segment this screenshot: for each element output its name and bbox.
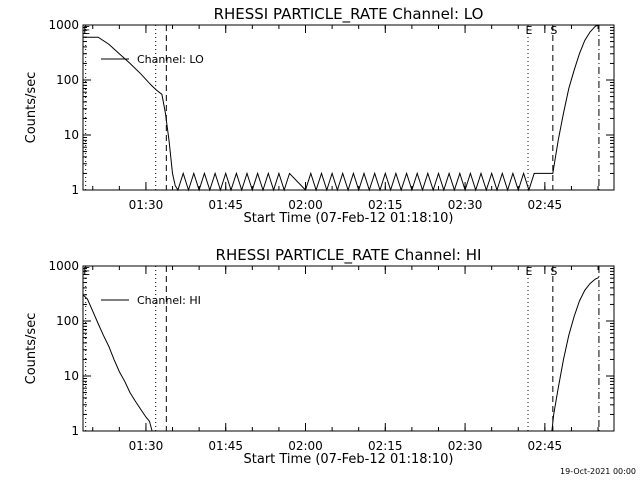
marker-label: S	[550, 24, 557, 37]
x-axis-label: Start Time (07-Feb-12 01:18:10)	[244, 452, 454, 467]
y-axis-label: Counts/sec	[24, 313, 39, 385]
marker-label: E	[526, 265, 533, 278]
y-tick-label: 1	[71, 424, 79, 438]
series-line	[83, 24, 600, 192]
y-tick-label: 10	[64, 369, 79, 383]
x-tick-label: 02:30	[448, 198, 483, 212]
plot-frame	[82, 24, 615, 191]
x-tick-label: 02:15	[368, 198, 403, 212]
hi-channel-panel: RHESSI PARTICLE_RATE Channel: HI 1 10 100 10…	[24, 246, 615, 467]
legend-label: Channel: LO	[137, 53, 204, 66]
x-tick-label: 02:15	[368, 439, 403, 453]
marker-label: S	[550, 265, 557, 278]
x-tick-label: 02:45	[528, 198, 563, 212]
y-tick-label: 1000	[48, 18, 79, 32]
y-tick-label: 10	[64, 128, 79, 142]
series-line	[82, 276, 600, 432]
y-tick-label: 1000	[48, 259, 79, 273]
marker-label: E	[83, 265, 90, 278]
x-tick-label: 01:30	[129, 198, 164, 212]
footer-timestamp: 19-Oct-2021 00:00	[560, 467, 636, 476]
lo-channel-panel: RHESSI PARTICLE_RATE Channel: LO 1 10 100 10…	[24, 5, 615, 226]
x-tick-label: 02:30	[448, 439, 483, 453]
y-tick-label: 100	[56, 314, 79, 328]
y-tick-label: 100	[56, 73, 79, 87]
plot-frame	[82, 265, 615, 432]
y-tick-label: 1	[71, 183, 79, 197]
chart-title: RHESSI PARTICLE_RATE Channel: HI	[216, 246, 482, 265]
x-tick-label: 02:00	[288, 439, 323, 453]
marker-label: E	[83, 24, 90, 37]
x-tick-label: 02:45	[528, 439, 563, 453]
x-axis-label: Start Time (07-Feb-12 01:18:10)	[244, 211, 454, 226]
y-axis-label: Counts/sec	[24, 72, 39, 144]
x-tick-label: 01:45	[208, 439, 243, 453]
x-tick-label: 01:45	[208, 198, 243, 212]
marker-label: E	[526, 24, 533, 37]
x-tick-label: 02:00	[288, 198, 323, 212]
x-tick-label: 01:30	[129, 439, 164, 453]
legend-label: Channel: HI	[137, 294, 201, 307]
chart-title: RHESSI PARTICLE_RATE Channel: LO	[214, 5, 484, 24]
